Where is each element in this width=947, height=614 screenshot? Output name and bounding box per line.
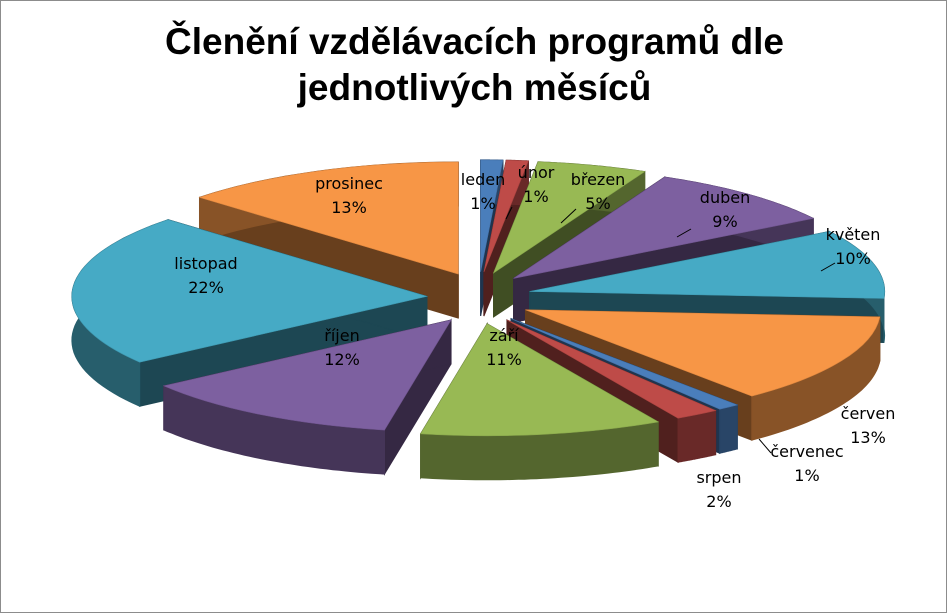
slice-category-label: únor <box>518 163 555 182</box>
slice-category-label: září <box>489 326 519 345</box>
slice-category-label: červenec <box>770 442 843 461</box>
slice-value-label: 12% <box>324 350 360 369</box>
slice-category-label: listopad <box>174 254 237 273</box>
pie-slice-8 <box>420 321 660 481</box>
slice-value-label: 13% <box>331 198 367 217</box>
leader-lines <box>505 206 836 454</box>
slice-value-label: 2% <box>706 492 731 511</box>
pie-slices <box>71 159 886 481</box>
slice-category-label: říjen <box>324 326 359 345</box>
data-labels: leden 1% únor 1% březen 5% duben 9% květen 10% čer… <box>174 163 895 511</box>
leader-line-2 <box>560 208 577 224</box>
slice-value-label: 22% <box>188 278 224 297</box>
leader-line-6 <box>758 438 772 454</box>
slice-value-label: 9% <box>712 212 737 231</box>
slice-category-label: srpen <box>696 468 741 487</box>
slice-category-label: prosinec <box>315 174 383 193</box>
slice-value-label: 5% <box>585 194 610 213</box>
slice-value-label: 10% <box>835 249 871 268</box>
pie-slice-9 <box>162 318 452 476</box>
slice-value-label: 13% <box>850 428 886 447</box>
slice-value-label: 11% <box>486 350 522 369</box>
slice-category-label: leden <box>461 170 505 189</box>
leader-line-3 <box>676 228 692 238</box>
slice-category-label: květen <box>826 225 881 244</box>
leader-line-4 <box>820 262 836 272</box>
slice-value-label: 1% <box>470 194 495 213</box>
slice-category-label: červen <box>841 404 896 423</box>
chart-title: Členění vzdělávacích programů dle jednot… <box>165 21 784 108</box>
leader-line-1 <box>505 206 513 220</box>
slice-category-label: březen <box>571 170 626 189</box>
slice-value-label: 1% <box>794 466 819 485</box>
slice-category-label: duben <box>700 188 750 207</box>
slice-value-label: 1% <box>523 187 548 206</box>
